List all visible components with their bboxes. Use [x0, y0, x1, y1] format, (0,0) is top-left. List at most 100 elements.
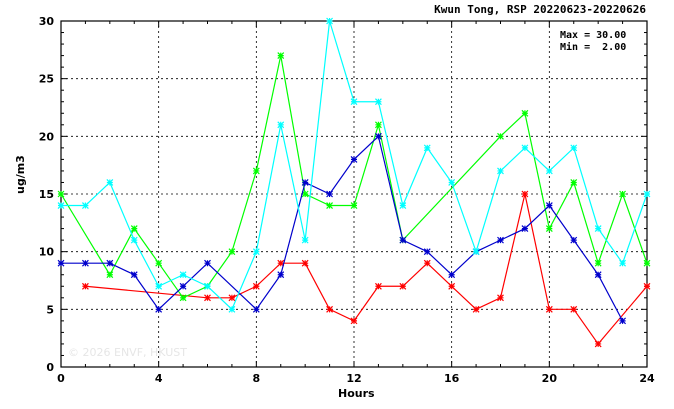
y-tick-label: 25 [39, 73, 54, 86]
point-marker [594, 225, 602, 233]
point-marker [448, 179, 456, 186]
x-tick-label: 12 [346, 372, 361, 385]
max-label: Max = [560, 30, 591, 41]
data-point [374, 132, 382, 140]
data-point [619, 317, 627, 325]
point-marker [545, 167, 553, 175]
point-marker [228, 305, 236, 313]
data-point [252, 305, 260, 313]
data-point [521, 225, 529, 233]
data-point [472, 305, 480, 313]
point-marker [643, 282, 651, 290]
y-tick-label: 5 [46, 303, 54, 316]
data-point [277, 121, 285, 129]
point-marker [545, 202, 553, 209]
data-point [423, 259, 431, 267]
data-point [277, 259, 285, 267]
point-marker [619, 190, 627, 198]
point-marker [497, 167, 504, 175]
data-point [106, 271, 114, 279]
max-value: 30.00 [596, 30, 627, 41]
point-marker [204, 282, 211, 290]
point-marker [252, 282, 260, 290]
point-marker [423, 144, 431, 152]
y-tick-label: 0 [46, 361, 54, 374]
point-marker [350, 202, 358, 209]
data-point [497, 236, 504, 244]
data-point [570, 236, 578, 244]
data-point [326, 202, 334, 209]
point-marker [106, 271, 114, 279]
data-point [570, 305, 578, 313]
point-marker [301, 190, 309, 198]
data-point [81, 259, 89, 267]
data-point [277, 52, 285, 60]
point-marker [374, 282, 382, 290]
data-point [130, 271, 138, 279]
data-point [643, 282, 651, 290]
data-point [106, 179, 114, 186]
data-point [57, 202, 65, 209]
point-marker [570, 179, 578, 186]
point-marker [179, 294, 187, 302]
point-marker [594, 340, 602, 348]
data-point [521, 109, 529, 117]
min-label: Min = [560, 42, 591, 53]
point-marker [252, 167, 260, 175]
data-point [619, 190, 627, 198]
point-marker [350, 317, 358, 325]
data-point [350, 98, 358, 106]
data-point [448, 282, 456, 290]
watermark: © 2026 ENVF, HKUST [68, 346, 187, 359]
point-marker [277, 271, 285, 279]
point-marker [81, 202, 89, 209]
point-marker [350, 155, 358, 163]
point-marker [521, 144, 529, 152]
point-marker [619, 317, 627, 325]
point-marker [448, 282, 456, 290]
x-tick-label: 8 [253, 372, 261, 385]
point-marker [521, 190, 529, 198]
data-point [57, 259, 65, 267]
y-tick-label: 10 [39, 246, 55, 259]
y-tick-label: 20 [39, 130, 55, 143]
data-point [448, 179, 456, 186]
point-marker [472, 305, 480, 313]
data-point [350, 202, 358, 209]
point-marker [326, 17, 334, 25]
data-point [301, 236, 309, 244]
point-marker [374, 121, 382, 129]
series-line-1 [85, 193, 648, 345]
x-tick-label: 0 [57, 372, 65, 385]
point-marker [57, 202, 65, 209]
y-tick-label: 30 [39, 15, 55, 28]
stats-box: Max = 30.00 Min = 2.00 [560, 30, 626, 54]
point-marker [155, 282, 163, 290]
point-marker [130, 225, 138, 233]
point-marker [81, 282, 89, 290]
point-marker [545, 225, 553, 233]
data-point [326, 190, 334, 198]
data-point [619, 259, 627, 267]
data-point [594, 340, 602, 348]
data-point [423, 144, 431, 152]
point-marker [155, 259, 163, 267]
point-marker [545, 305, 553, 313]
data-point [497, 294, 504, 302]
data-point [204, 259, 211, 267]
data-point [277, 271, 285, 279]
data-point [350, 155, 358, 163]
data-point [594, 225, 602, 233]
point-marker [643, 259, 651, 267]
x-tick-label: 20 [542, 372, 558, 385]
point-marker [570, 144, 578, 152]
point-marker [252, 305, 260, 313]
data-point [179, 294, 187, 302]
point-marker [130, 236, 138, 244]
point-marker [472, 248, 480, 256]
data-point [374, 121, 382, 129]
data-point [521, 190, 529, 198]
data-point [155, 259, 163, 267]
point-marker [521, 225, 529, 233]
